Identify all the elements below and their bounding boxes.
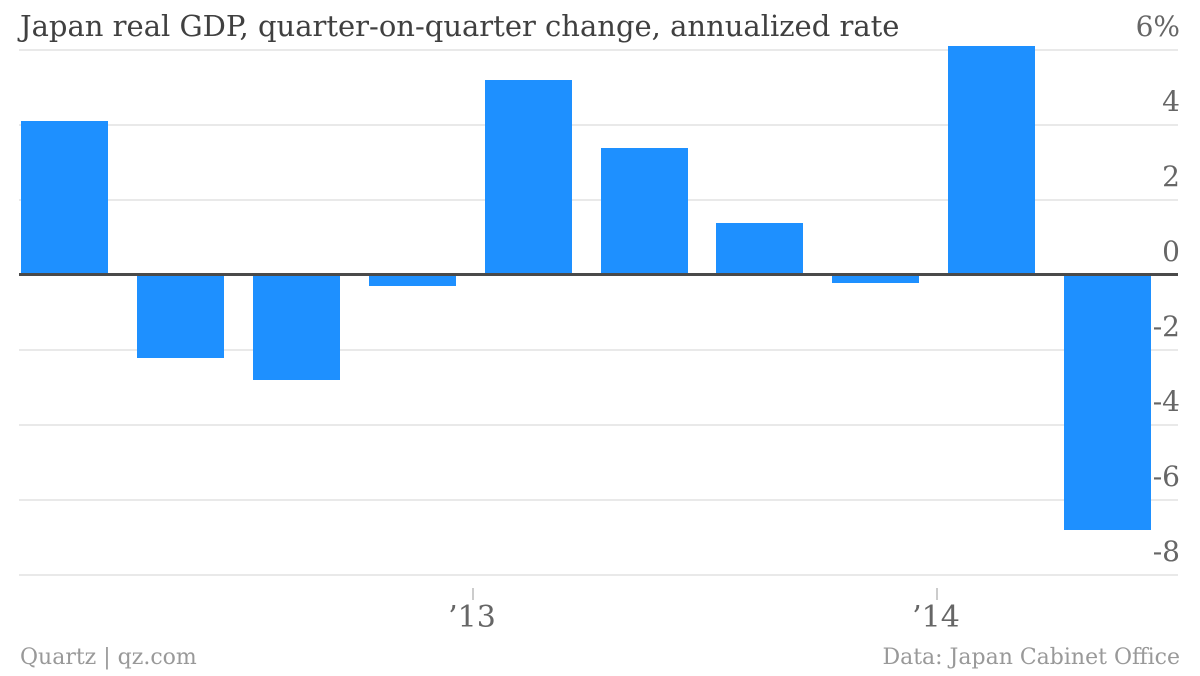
bar-2012-q4 (369, 275, 456, 287)
bar-2014-q1 (948, 46, 1035, 275)
chart-title: Japan real GDP, quarter-on-quarter chang… (20, 9, 900, 43)
gridline--8 (19, 574, 1178, 576)
bar-2013-q2 (601, 147, 688, 275)
bar-2014-q2 (1064, 275, 1151, 530)
gridline-4 (19, 124, 1178, 126)
y-tick-label--2: -2 (1152, 310, 1180, 343)
gridline--2 (19, 349, 1178, 351)
bar-2012-q3 (253, 275, 340, 380)
gridline-6 (19, 49, 1178, 51)
bar-2013-q4 (832, 275, 919, 283)
x-tick-14 (936, 588, 938, 600)
y-tick-label--6: -6 (1152, 460, 1180, 493)
x-tick-label-13: ’13 (448, 600, 496, 635)
bar-2012-q2 (137, 275, 224, 358)
source-attribution-right: Data: Japan Cabinet Office (882, 645, 1180, 670)
source-attribution-left: Quartz | qz.com (20, 645, 197, 670)
gridline--6 (19, 499, 1178, 501)
bar-2013-q1 (485, 80, 572, 275)
bar-2013-q3 (716, 222, 803, 275)
y-tick-label-4: 4 (1162, 85, 1180, 118)
y-tick-label-0: 0 (1162, 235, 1180, 268)
gridline-2 (19, 199, 1178, 201)
y-tick-label-2: 2 (1162, 160, 1180, 193)
x-tick-label-14: ’14 (912, 600, 960, 635)
gridline--4 (19, 424, 1178, 426)
zero-baseline (19, 273, 1178, 276)
y-tick-label--8: -8 (1152, 535, 1180, 568)
x-tick-13 (472, 588, 474, 600)
bar-2012-q1 (21, 121, 108, 275)
y-tick-label--4: -4 (1152, 385, 1180, 418)
y-tick-label-6: 6% (1135, 10, 1180, 43)
